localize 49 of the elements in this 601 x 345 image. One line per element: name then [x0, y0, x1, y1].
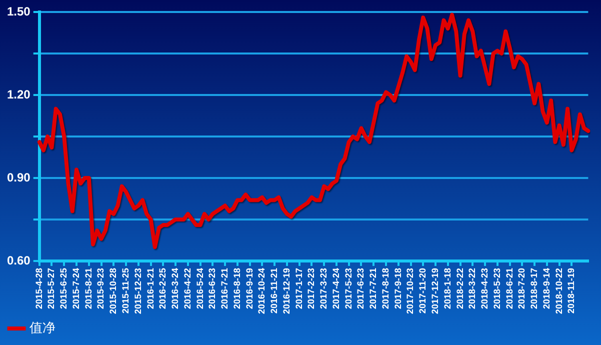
x-tick-label: 2017-6-23 — [356, 268, 366, 310]
x-tick-label: 2018-10-22 — [554, 268, 564, 314]
x-tick-label: 2016-4-22 — [182, 268, 192, 310]
x-tick-label: 2017-5-23 — [343, 268, 354, 310]
x-tick-label: 2015-12-23 — [132, 268, 143, 314]
x-tick-label: 2016-2-25 — [158, 268, 168, 310]
x-tick-label: 2015-8-21 — [83, 268, 94, 310]
x-tick-label: 2015-9-23 — [96, 268, 106, 310]
x-tick-label: 2018-8-17 — [529, 268, 540, 310]
x-tick-label: 2018-1-18 — [442, 268, 452, 310]
x-tick-label: 2015-5-27 — [46, 268, 56, 310]
x-tick-label: 2016-8-18 — [232, 268, 242, 310]
x-tick-label: 2018-9-14 — [541, 268, 552, 310]
x-tick-label: 2017-10-23 — [405, 268, 416, 314]
x-tick-label: 2015-10-28 — [108, 268, 118, 314]
y-tick-label: 0.90 — [6, 170, 31, 184]
x-tick-label: 2016-10-24 — [256, 268, 267, 314]
x-tick-label: 2018-6-21 — [504, 268, 514, 310]
x-tick-label: 2017-7-21 — [368, 268, 378, 310]
x-tick-label: 2017-1-17 — [294, 268, 304, 310]
x-tick-label: 2018-5-23 — [492, 268, 502, 310]
x-tick-label: 2018-2-22 — [454, 268, 465, 310]
y-tick-label: 1.50 — [6, 4, 31, 18]
x-tick-label: 2016-9-19 — [244, 268, 254, 310]
x-tick-label: 2017-3-23 — [318, 268, 329, 310]
x-tick-label: 2015-6-25 — [58, 268, 69, 310]
x-tick-label: 2016-5-24 — [194, 268, 205, 310]
x-tick-label: 2016-1-21 — [145, 268, 156, 310]
x-tick-label: 2017-2-23 — [306, 268, 316, 310]
legend-label: 值净 — [30, 320, 56, 336]
x-tick-label: 2018-7-20 — [516, 268, 527, 310]
x-tick-label: 2017-9-18 — [392, 268, 403, 310]
x-tick-label: 2015-4-28 — [34, 268, 44, 310]
x-tick-label: 2016-3-24 — [170, 268, 180, 310]
x-tick-label: 2015-11-25 — [120, 268, 130, 314]
x-tick-label: 2018-3-22 — [467, 268, 478, 310]
y-tick-label: 1.20 — [6, 87, 31, 102]
x-tick-label: 2017-8-18 — [380, 268, 390, 310]
x-tick-label: 2015-7-24 — [70, 268, 81, 310]
x-tick-label: 2016-12-19 — [281, 268, 292, 314]
x-tick-label: 2016-6-23 — [207, 268, 218, 310]
x-tick-label: 2017-12-19 — [430, 268, 440, 314]
x-tick-label: 2018-4-23 — [480, 268, 490, 310]
x-tick-label: 2016-7-21 — [220, 268, 230, 310]
x-tick-label: 2016-11-21 — [269, 268, 280, 314]
x-tick-label: 2018-11-19 — [566, 268, 576, 314]
x-tick-label: 2017-4-24 — [330, 268, 341, 310]
y-tick-label: 0.60 — [6, 253, 31, 268]
x-tick-label: 2017-11-20 — [418, 268, 428, 314]
